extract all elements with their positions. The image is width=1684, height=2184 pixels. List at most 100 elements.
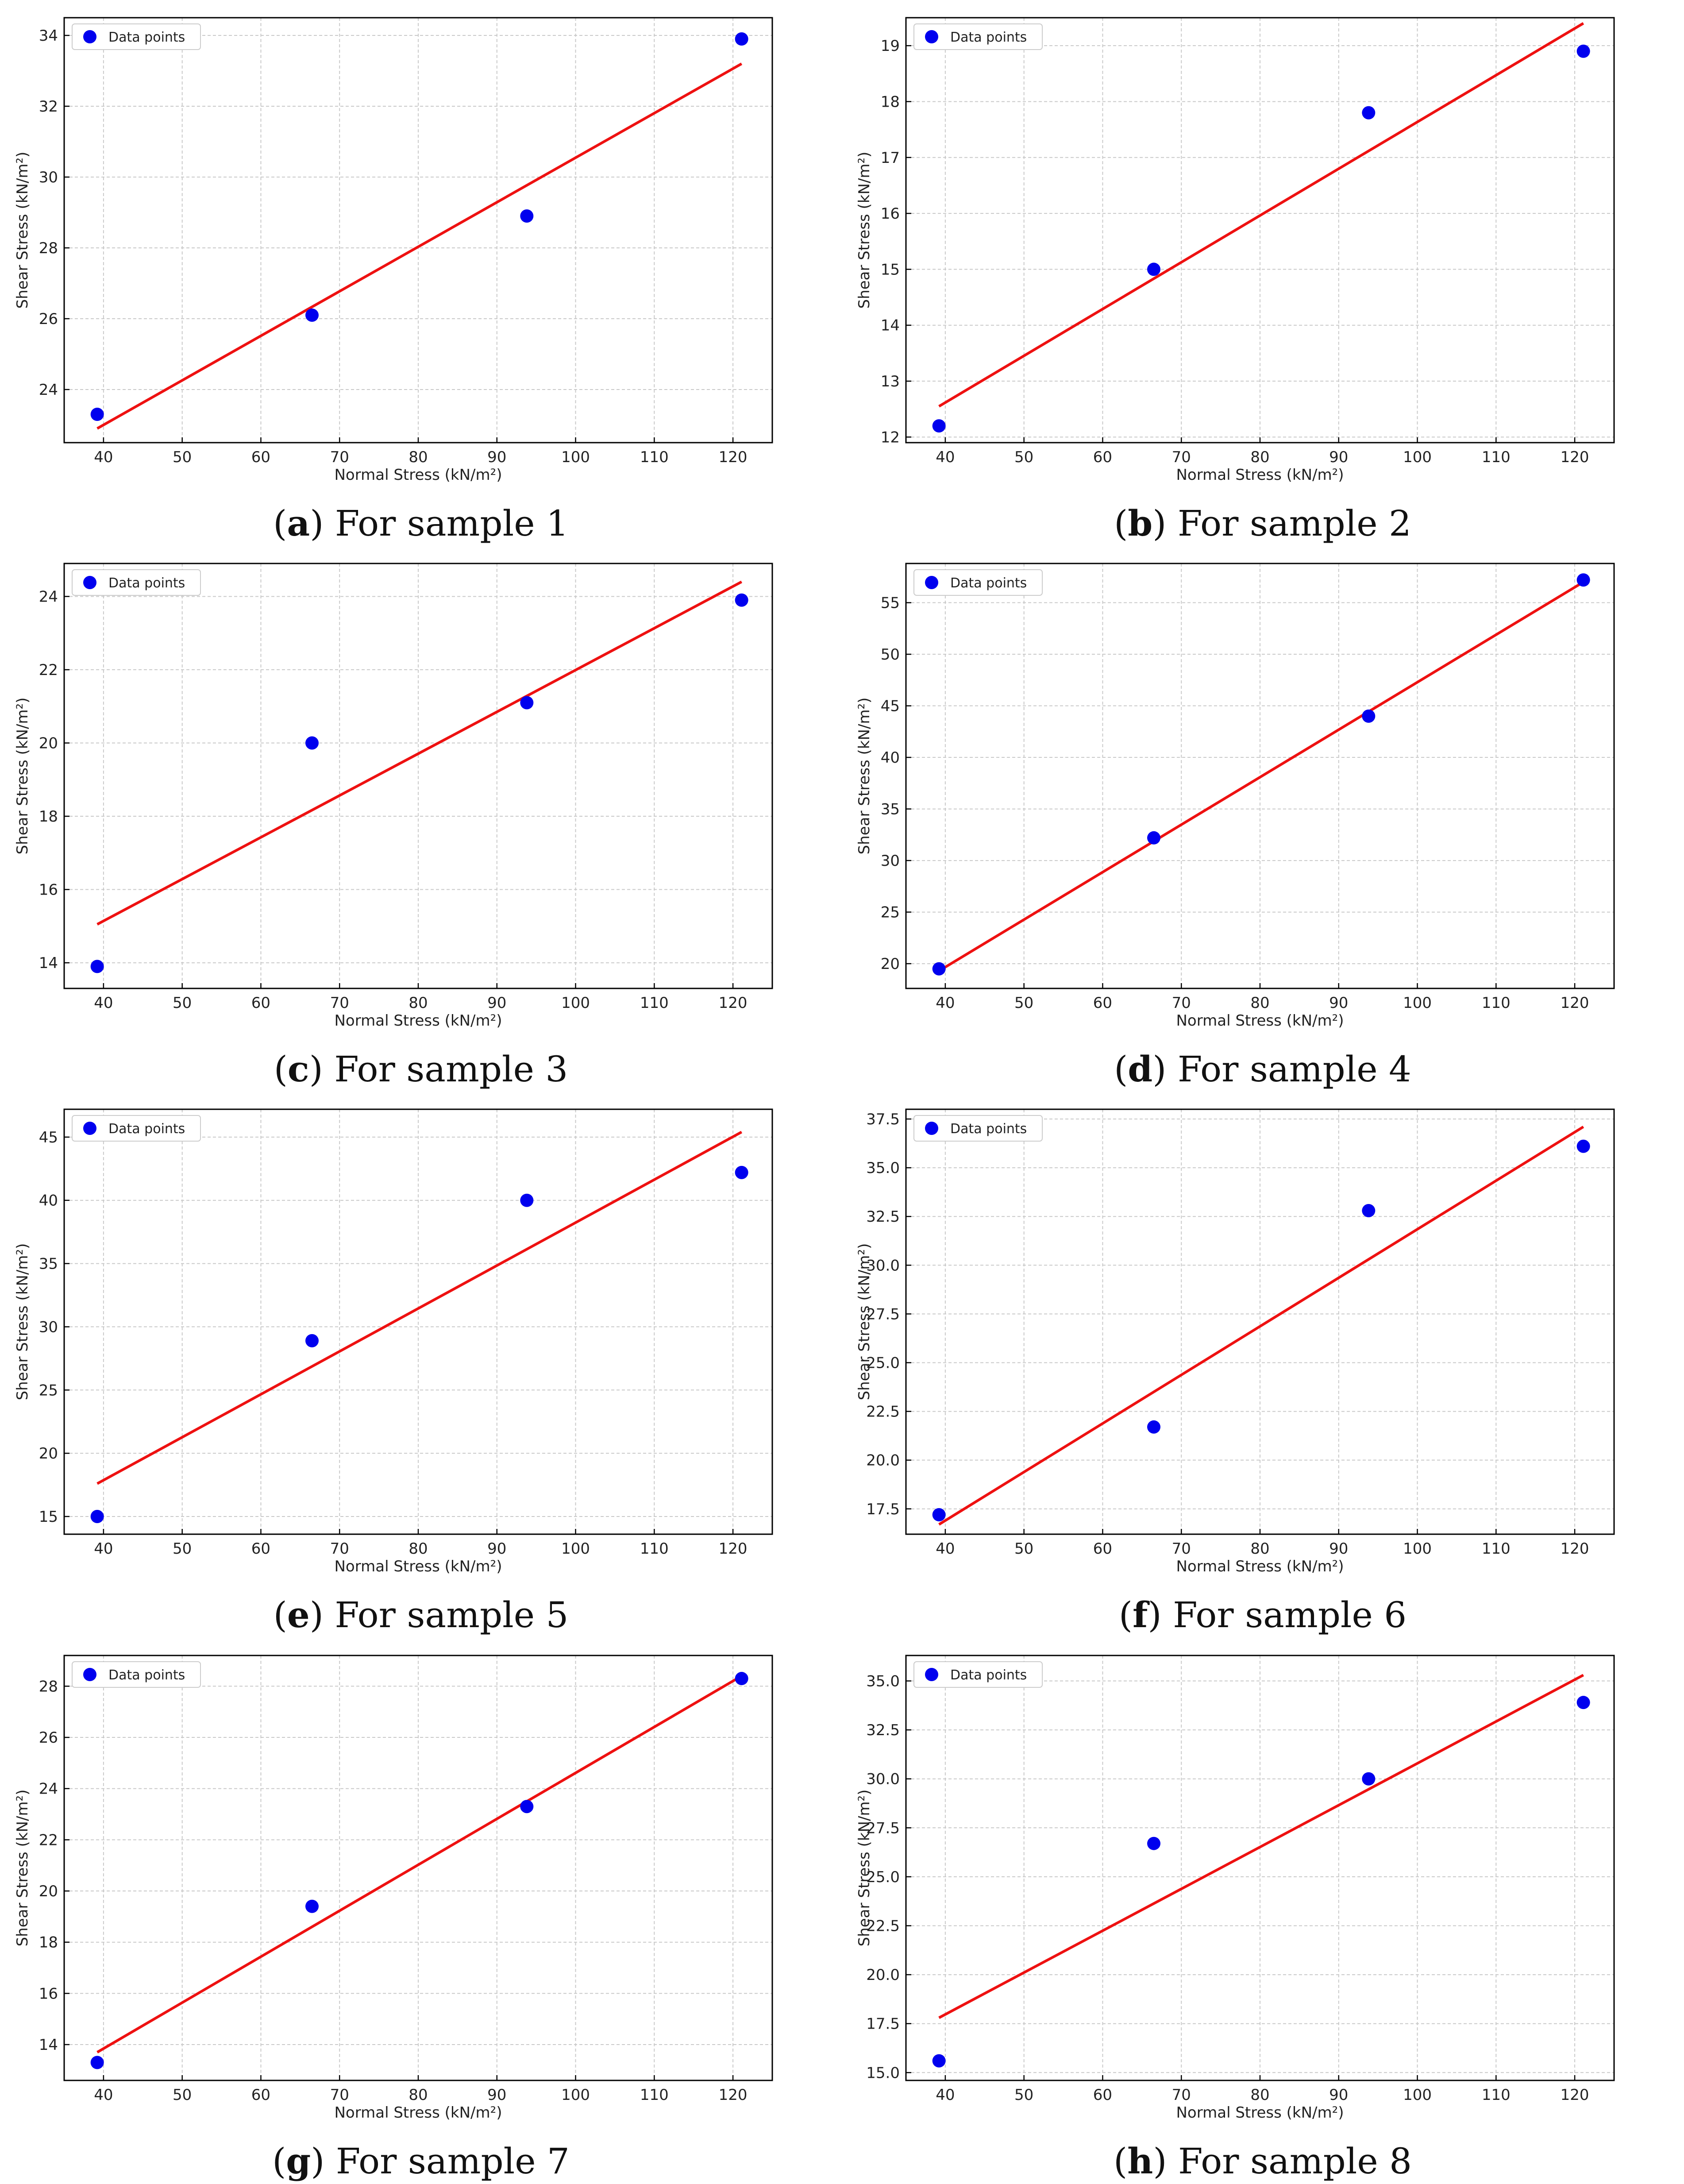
y-tick-label: 18 [39, 1934, 58, 1952]
legend-marker [83, 1122, 96, 1135]
x-tick-label: 80 [408, 448, 428, 466]
y-tick-label: 25.0 [866, 1354, 900, 1372]
y-tick-label: 20 [39, 1445, 58, 1462]
x-tick-label: 120 [719, 994, 748, 1012]
data-point [1147, 262, 1160, 276]
y-tick-label: 25 [39, 1381, 58, 1399]
data-point [520, 209, 534, 223]
x-tick-label: 90 [487, 994, 506, 1012]
x-tick-label: 60 [251, 2086, 270, 2104]
x-tick-label: 60 [251, 1540, 270, 1558]
x-tick-label: 100 [561, 448, 590, 466]
plot-frame [905, 17, 1615, 444]
data-point [1147, 1837, 1160, 1850]
data-point [1576, 1696, 1590, 1709]
y-tick-label: 45 [881, 698, 900, 715]
y-tick-label: 17.5 [866, 1501, 900, 1518]
x-tick-label: 60 [1093, 448, 1112, 466]
legend-marker [925, 1668, 938, 1681]
y-tick-label: 15 [39, 1508, 58, 1526]
x-tick-label: 50 [173, 448, 192, 466]
legend-box [913, 1661, 1043, 1688]
y-tick-label: 28 [39, 1678, 58, 1695]
x-tick-label: 40 [94, 448, 113, 466]
y-tick-label: 20 [881, 955, 900, 973]
y-tick-label: 32.5 [866, 1208, 900, 1226]
x-tick-label: 50 [1014, 994, 1033, 1012]
y-tick-label: 20.0 [866, 1452, 900, 1470]
y-tick-label: 45 [39, 1129, 58, 1146]
y-tick-label: 26 [39, 310, 58, 328]
fit-line [938, 581, 1584, 972]
y-axis-label: Shear Stress (kN/m²) [855, 1243, 873, 1401]
x-tick-label: 70 [330, 2086, 349, 2104]
y-tick-label: 14 [39, 954, 58, 972]
x-tick-label: 60 [251, 448, 270, 466]
x-tick-label: 100 [1403, 1540, 1432, 1558]
x-axis-label: Normal Stress (kN/m²) [1176, 466, 1344, 484]
plot-frame [63, 1655, 773, 2081]
y-tick-label: 30 [39, 1318, 58, 1336]
x-tick-label: 100 [561, 994, 590, 1012]
y-axis-label: Shear Stress (kN/m²) [855, 698, 873, 855]
legend-label: Data points [108, 30, 185, 45]
plot-frame [63, 1108, 773, 1535]
x-tick-label: 100 [1403, 2086, 1432, 2104]
y-axis-label: Shear Stress (kN/m²) [855, 152, 873, 309]
data-point [1576, 573, 1590, 587]
legend-marker [83, 576, 96, 589]
x-tick-label: 40 [936, 1540, 955, 1558]
y-tick-label: 30 [881, 852, 900, 870]
legend-marker [83, 30, 96, 43]
x-tick-label: 40 [94, 994, 113, 1012]
x-tick-label: 60 [1093, 1540, 1112, 1558]
chart-c: 40 50 60 70 80 90 100 110 120 14 16 18 20 22 24 Normal … [14, 563, 773, 1030]
y-tick-label: 30 [39, 169, 58, 186]
data-point [1362, 709, 1376, 723]
x-tick-label: 70 [1172, 994, 1191, 1012]
panel-g: 40 50 60 70 80 90 100 110 120 14 16 18 20 22 24 26 28 Nor… [0, 1638, 842, 2184]
x-tick-label: 110 [1482, 994, 1511, 1012]
x-tick-label: 70 [330, 1540, 349, 1558]
x-tick-label: 70 [330, 448, 349, 466]
legend: Data points [72, 1661, 201, 1688]
fit-line [96, 580, 743, 926]
x-tick-label: 50 [173, 994, 192, 1012]
x-tick-label: 100 [1403, 448, 1432, 466]
plot-frame [905, 563, 1615, 989]
plot-frame [63, 17, 773, 444]
gridlines [64, 1109, 772, 1534]
caption-g: (g) For sample 7 [272, 2140, 570, 2182]
chart-f: 40 50 60 70 80 90 100 110 120 17.5 20.0 22.5 25.0 27.… [855, 1108, 1615, 1575]
data-point [932, 419, 946, 433]
caption-h: (h) For sample 8 [1113, 2140, 1412, 2182]
x-tick-label: 90 [487, 2086, 506, 2104]
data-point [90, 1510, 104, 1523]
caption-c: (c) For sample 3 [274, 1048, 568, 1090]
x-tick-label: 110 [1482, 1540, 1511, 1558]
chart-d: 40 50 60 70 80 90 100 110 120 20 25 30 35 40 45 50 55 Nor… [855, 563, 1615, 1030]
x-tick-label: 110 [1482, 2086, 1511, 2104]
data-point [520, 1800, 534, 1814]
legend-label: Data points [108, 1667, 185, 1683]
data-point [1147, 1420, 1160, 1434]
legend-box [72, 1115, 201, 1142]
caption-a: (a) For sample 1 [273, 502, 569, 544]
y-tick-label: 35.0 [866, 1159, 900, 1177]
legend: Data points [913, 23, 1043, 50]
legend-box [913, 569, 1043, 596]
legend: Data points [913, 569, 1043, 596]
x-tick-label: 70 [1172, 2086, 1191, 2104]
data-point [1576, 1139, 1590, 1153]
y-axis-label: Shear Stress (kN/m²) [14, 152, 31, 309]
legend-box [913, 1115, 1043, 1142]
y-tick-label: 24 [39, 1780, 58, 1798]
x-tick-label: 120 [719, 448, 748, 466]
y-tick-label: 15 [881, 261, 900, 278]
legend-label: Data points [950, 1667, 1027, 1683]
data-point [305, 736, 319, 750]
y-tick-label: 27.5 [866, 1305, 900, 1323]
y-tick-label: 14 [39, 2036, 58, 2054]
gridlines [64, 563, 772, 988]
y-tick-label: 30.0 [866, 1771, 900, 1788]
